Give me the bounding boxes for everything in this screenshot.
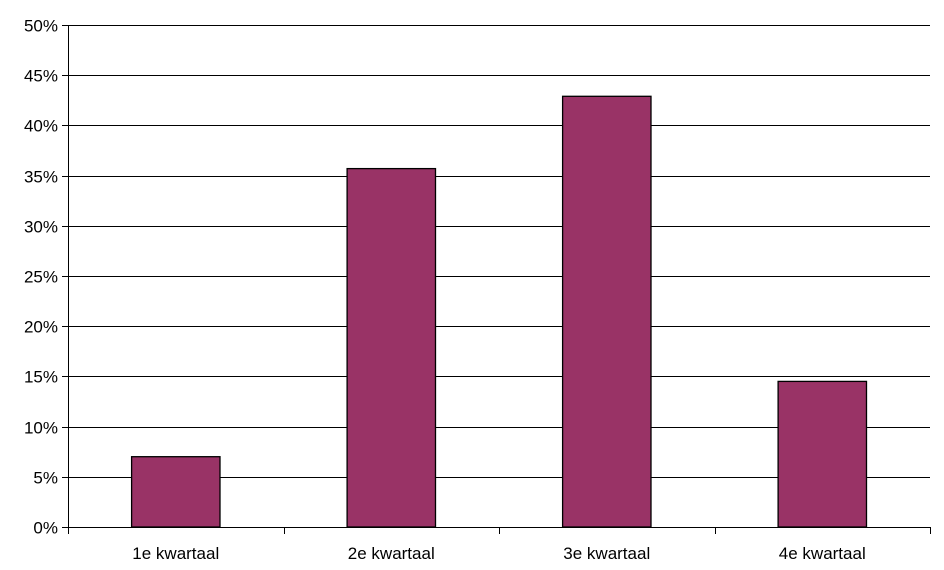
bar xyxy=(561,95,652,528)
x-tick-label: 2e kwartaal xyxy=(348,544,435,563)
y-tick-label: 10% xyxy=(24,419,58,438)
y-tick-label: 20% xyxy=(24,318,58,337)
y-tick-label: 5% xyxy=(33,469,58,488)
axes xyxy=(62,25,931,534)
bar xyxy=(130,456,221,528)
x-tick-label: 3e kwartaal xyxy=(563,544,650,563)
x-tick-label: 4e kwartaal xyxy=(779,544,866,563)
tick-labels: 0% 5% 10% 15% 20% 25% 30% 35% 40% 45% 50% 1e kwarta… xyxy=(24,17,866,564)
bar xyxy=(777,380,868,528)
y-tick-label: 45% xyxy=(24,67,58,86)
y-tick-label: 35% xyxy=(24,168,58,187)
y-tick-label: 30% xyxy=(24,218,58,237)
y-tick-label: 15% xyxy=(24,368,58,387)
y-tick-label: 25% xyxy=(24,268,58,287)
gridlines xyxy=(68,25,930,478)
y-tick-label: 0% xyxy=(33,519,58,538)
y-tick-label: 50% xyxy=(24,17,58,36)
bar xyxy=(346,167,437,528)
bars xyxy=(130,95,868,528)
y-tick-label: 40% xyxy=(24,117,58,136)
x-tick-label: 1e kwartaal xyxy=(132,544,219,563)
